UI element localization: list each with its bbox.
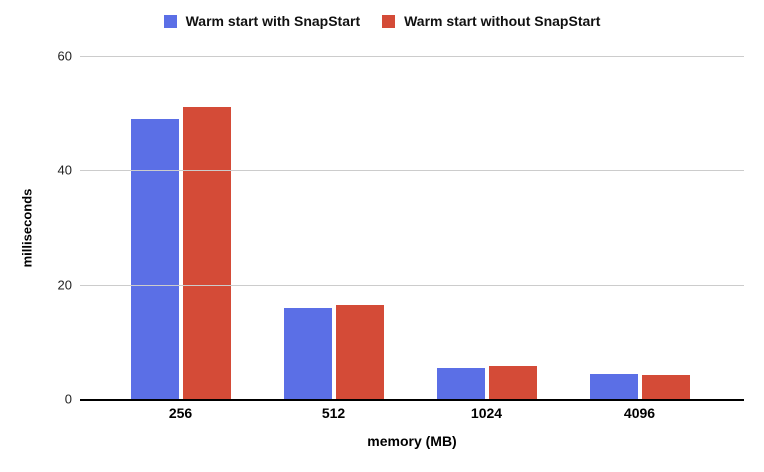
legend-item-without-snapstart: Warm start without SnapStart — [382, 13, 600, 29]
bar-group-4096 — [563, 56, 716, 399]
bar-4096-series-1 — [641, 375, 690, 399]
x-category-label-256: 256 — [168, 405, 193, 421]
legend-swatch-with-snapstart — [163, 14, 177, 28]
y-tick-label-40: 40 — [57, 162, 72, 178]
x-axis-labels: 256 512 1024 4096 — [104, 405, 716, 421]
plot-area — [80, 56, 744, 401]
bar-256-series-1 — [182, 107, 231, 399]
bar-group-256 — [104, 56, 257, 399]
bar-1024-series-0 — [436, 368, 485, 399]
y-tick-label-60: 60 — [57, 48, 72, 64]
x-category-label-4096: 4096 — [623, 405, 656, 421]
x-axis-title: memory (MB) — [367, 433, 457, 449]
bar-256-series-0 — [130, 118, 179, 399]
bar-512-series-1 — [335, 304, 384, 399]
legend-label-without-snapstart: Warm start without SnapStart — [404, 13, 601, 29]
bar-1024-series-1 — [488, 366, 537, 399]
bar-group-512 — [257, 56, 410, 399]
bar-4096-series-0 — [589, 373, 638, 399]
bars-region — [104, 56, 716, 399]
x-category-label-1024: 1024 — [470, 405, 503, 421]
x-category-label-512: 512 — [321, 405, 346, 421]
gridline-40 — [80, 170, 744, 172]
chart-legend: Warm start with SnapStart Warm start wit… — [0, 13, 764, 29]
y-tick-label-20: 20 — [57, 277, 72, 293]
bar-group-1024 — [410, 56, 563, 399]
y-tick-label-0: 0 — [64, 391, 72, 407]
y-axis-ticks: 0 20 40 60 — [0, 49, 72, 407]
bar-512-series-0 — [283, 307, 332, 399]
gridline-60 — [80, 56, 744, 57]
gridline-20 — [80, 284, 744, 286]
legend-item-with-snapstart: Warm start with SnapStart — [163, 13, 361, 29]
legend-label-with-snapstart: Warm start with SnapStart — [185, 13, 361, 29]
legend-swatch-without-snapstart — [382, 14, 396, 28]
